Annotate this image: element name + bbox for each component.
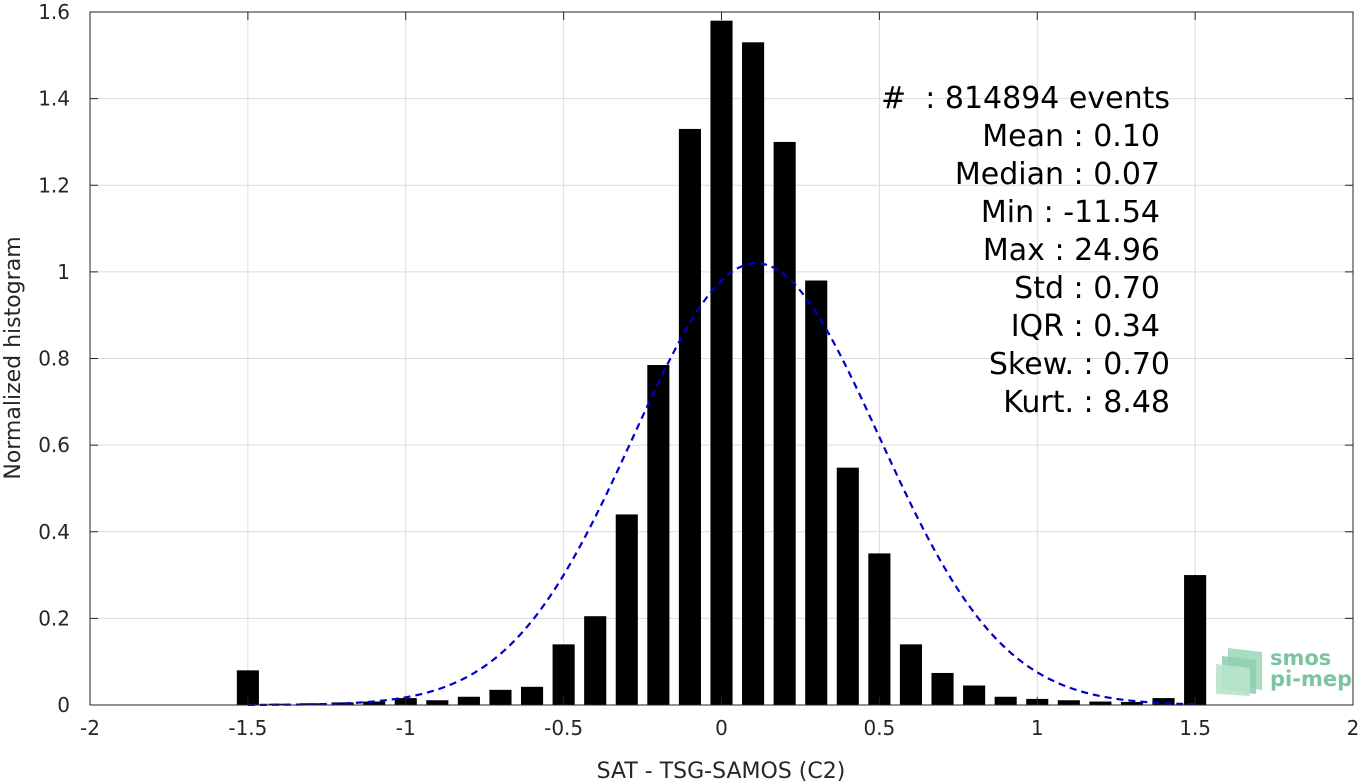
histogram-bar <box>773 141 796 705</box>
logo-icon <box>1216 648 1262 696</box>
y-tick-label: 0.6 <box>38 433 70 457</box>
histogram-bar <box>963 685 986 705</box>
histogram-bar <box>1152 698 1175 705</box>
x-tick-label: 0 <box>715 716 728 740</box>
x-tick-label: 1.5 <box>1179 716 1211 740</box>
histogram-bar <box>836 467 859 705</box>
x-tick-label: -0.5 <box>544 716 583 740</box>
histogram-bar <box>1184 575 1207 705</box>
stat-events: # : 814894 events <box>881 81 1170 116</box>
y-tick-label: 1.6 <box>38 0 70 24</box>
histogram-bar <box>1120 701 1144 705</box>
histogram-bar <box>931 672 954 705</box>
histogram-bar <box>457 696 480 705</box>
histogram-bar <box>331 702 354 705</box>
stat-kurt: Kurt. : 8.48 <box>1003 385 1170 420</box>
y-tick-label: 1.2 <box>38 173 70 197</box>
histogram-bar <box>615 514 638 705</box>
histogram-bar <box>1089 701 1112 705</box>
x-tick-label: 2 <box>1347 716 1360 740</box>
histogram-bar <box>236 670 259 705</box>
x-tick-label: -1.5 <box>228 716 267 740</box>
histogram-bar <box>647 364 670 705</box>
histogram-bar <box>742 42 765 706</box>
x-tick-label: 1 <box>1031 716 1044 740</box>
histogram-bar <box>552 644 575 705</box>
histogram-bar <box>363 701 386 705</box>
x-tick-label: -1 <box>396 716 416 740</box>
histogram-bar <box>584 616 607 705</box>
y-tick-label: 0.4 <box>38 520 70 544</box>
histogram-bar <box>899 644 923 705</box>
bar-series <box>236 20 1207 706</box>
y-tick-label: 0.8 <box>38 347 70 371</box>
y-axis-label: Normalized histogram <box>1 236 26 479</box>
histogram-bar <box>520 686 544 705</box>
y-tick-label: 0.2 <box>38 606 70 630</box>
histogram-bar <box>268 703 291 705</box>
y-tick-label: 1 <box>57 260 70 284</box>
histogram-bar <box>710 20 733 706</box>
statistics-annotation: # : 814894 events Mean : 0.10 Median : 0… <box>881 81 1170 420</box>
stat-skew: Skew. : 0.70 <box>989 347 1170 382</box>
stat-std: Std : 0.70 <box>1014 271 1160 306</box>
y-tick-labels: 0 0.2 0.4 0.6 0.8 1 1.2 1.4 1.6 <box>38 0 70 717</box>
logo-text-pimep: pi-mep <box>1270 667 1352 691</box>
y-tick-label: 1.4 <box>38 87 70 111</box>
histogram-bar <box>805 280 828 705</box>
x-axis-label: SAT - TSG-SAMOS (C2) <box>597 759 846 784</box>
y-tick-label: 0 <box>57 693 70 717</box>
tick-marks <box>89 11 1354 706</box>
histogram-bar <box>426 700 449 705</box>
stat-min: Min : -11.54 <box>981 195 1160 230</box>
x-tick-label: 0.5 <box>863 716 895 740</box>
stat-median: Median : 0.07 <box>955 157 1160 192</box>
histogram-bar <box>1057 700 1080 705</box>
x-tick-label: -2 <box>80 716 100 740</box>
histogram-bar <box>994 696 1017 705</box>
stat-max: Max : 24.96 <box>983 233 1160 268</box>
histogram-bar <box>489 689 512 705</box>
logo-text-smos: smos <box>1270 646 1331 670</box>
stat-iqr: IQR : 0.34 <box>1011 309 1160 344</box>
stat-mean: Mean : 0.10 <box>982 119 1160 154</box>
smos-pimep-logo: smos pi-mep <box>1216 646 1352 696</box>
histogram-bar <box>868 553 891 705</box>
histogram-bar <box>678 128 701 706</box>
x-tick-labels: -2 -1.5 -1 -0.5 0 0.5 1 1.5 2 <box>80 716 1359 740</box>
